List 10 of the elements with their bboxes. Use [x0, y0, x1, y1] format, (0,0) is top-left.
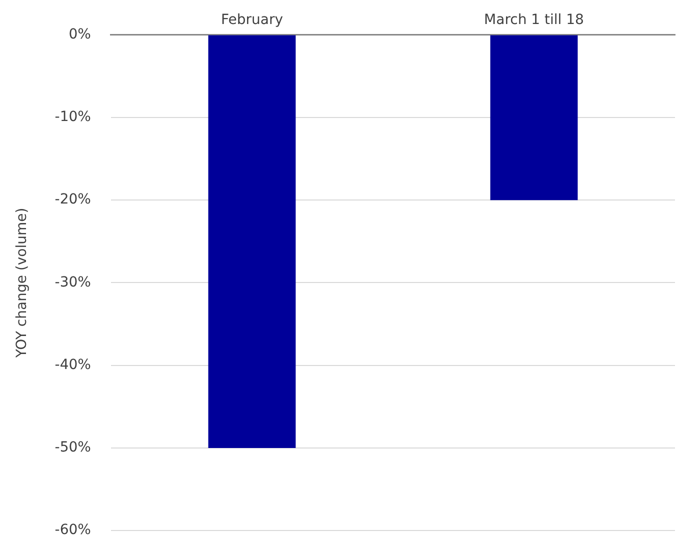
y-tick-label: -30% [54, 274, 91, 290]
x-tick-label: March 1 till 18 [484, 12, 584, 28]
y-tick-label: -50% [54, 440, 91, 456]
y-tick-label: -20% [54, 192, 91, 208]
y-axis-title: YOY change (volume) [14, 208, 30, 359]
y-tick-label: -40% [54, 356, 91, 373]
x-tick-label: February [220, 12, 283, 28]
y-tick-label: 0% [68, 26, 91, 42]
y-tick-label: -10% [54, 109, 91, 126]
y-tick-label: -60% [54, 522, 91, 538]
